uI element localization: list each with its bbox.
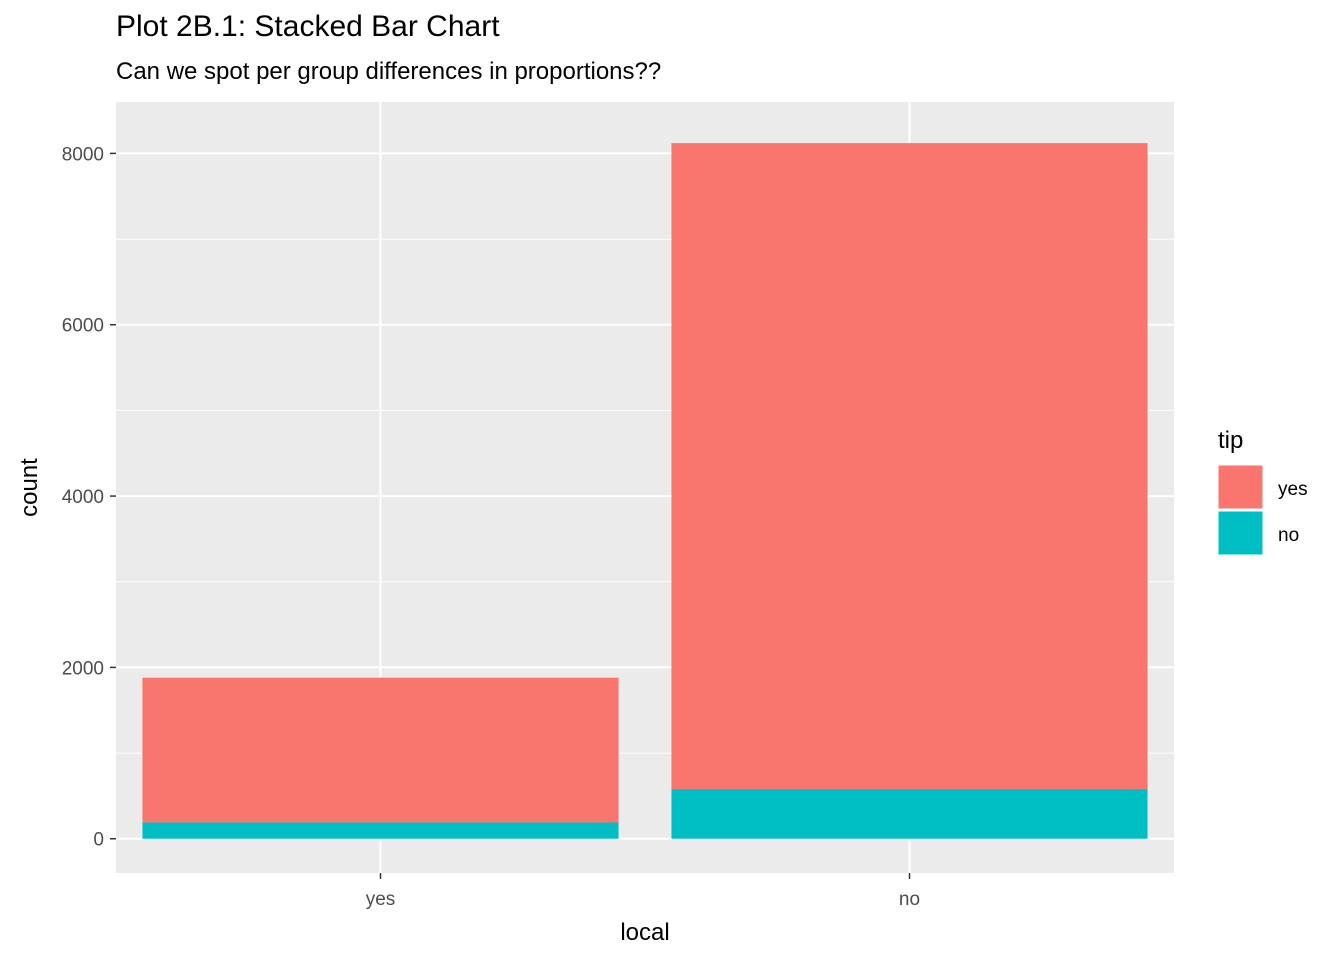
x-tick-label: no [899,889,920,910]
bar-yes-no [142,822,619,839]
y-tick-label: 0 [93,830,104,851]
y-tick-label: 2000 [62,658,104,679]
chart-subtitle: Can we spot per group differences in pro… [116,58,662,85]
bar-no-no [671,789,1148,839]
legend-title: tip [1218,427,1243,454]
legend-key-yes [1217,464,1264,510]
bar-yes-yes [142,677,619,823]
y-axis-title: count [16,458,43,517]
chart-title: Plot 2B.1: Stacked Bar Chart [116,10,500,43]
y-tick-label: 4000 [62,487,104,508]
legend-key-no [1217,510,1264,556]
legend-label-yes: yes [1278,479,1308,500]
x-tick-label: yes [366,889,396,910]
legend-label-no: no [1278,525,1299,546]
y-tick-label: 8000 [62,144,104,165]
y-tick-label: 6000 [62,316,104,337]
bar-no-yes [671,143,1148,790]
x-axis-title: local [620,919,669,946]
